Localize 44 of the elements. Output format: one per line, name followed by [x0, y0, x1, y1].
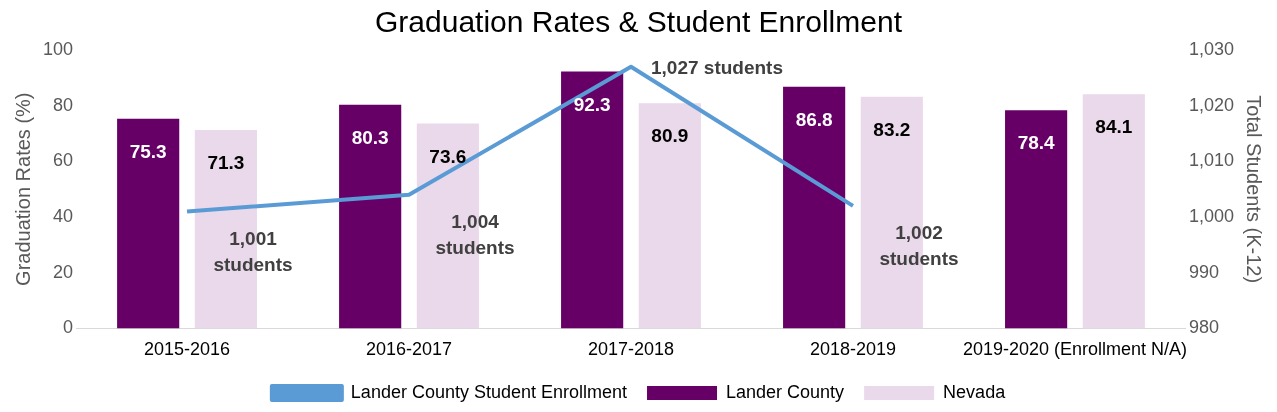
chart-title: Graduation Rates & Student Enrollment: [375, 5, 903, 39]
data-label: 75.3: [129, 141, 167, 162]
data-label: 78.4: [1017, 132, 1056, 154]
y-axis-title: Graduation Rates (%): [11, 92, 34, 286]
y2-tick-label: 990: [1188, 261, 1219, 282]
legend-label: Nevada: [943, 381, 1007, 402]
bar: [339, 104, 402, 329]
y2-tick-label: 1,000: [1188, 206, 1234, 227]
y-tick-label: 20: [53, 261, 74, 282]
data-label: 83.2: [873, 119, 911, 141]
x-tick-label: 2016-2017: [365, 339, 453, 360]
legend-label: Lander County: [726, 381, 845, 402]
bar: [1005, 110, 1068, 329]
data-label: 92.3: [573, 93, 611, 115]
x-tick-label: 2018-2019: [809, 339, 897, 360]
y2-tick-label: 1,030: [1188, 38, 1234, 59]
data-label: 86.8: [795, 108, 833, 130]
y-tick-label: 0: [63, 317, 74, 338]
bar: [561, 71, 624, 329]
bar: [1082, 94, 1145, 329]
y-tick-label: 60: [53, 150, 74, 171]
x-tick-label: 2019-2020 (Enrollment N/A): [962, 339, 1188, 360]
legend-label: Lander County Student Enrollment: [350, 381, 628, 402]
y-tick-label: 80: [53, 94, 74, 115]
data-label: 80.9: [651, 125, 689, 147]
x-tick-label: 2015-2016: [143, 339, 231, 360]
y-tick-label: 40: [53, 206, 74, 227]
data-label: 1,001 students: [213, 227, 293, 275]
bar: [638, 103, 701, 329]
data-label: 71.3: [207, 152, 245, 174]
data-label: 1,002 students: [879, 222, 959, 270]
x-tick-label: 2017-2018: [587, 339, 675, 360]
data-label: 84.1: [1095, 116, 1133, 138]
data-label: 1,027 students: [650, 56, 783, 78]
data-label: 73.6: [429, 145, 467, 167]
data-label: 80.3: [351, 127, 389, 149]
bar: [117, 118, 180, 329]
bar: [783, 86, 846, 329]
y2-tick-label: 980: [1188, 317, 1219, 338]
y2-tick-label: 1,010: [1188, 150, 1234, 171]
data-label: 1,004 students: [435, 211, 515, 258]
y2-axis-title: Total Students (K-12): [1243, 95, 1266, 284]
y2-tick-label: 1,020: [1188, 94, 1234, 115]
y-tick-label: 100: [42, 38, 74, 59]
